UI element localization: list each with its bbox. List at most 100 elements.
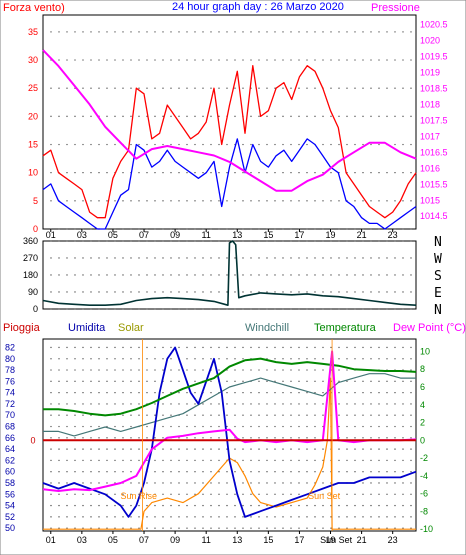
wind-panel-gridline [122,171,124,174]
wind-panel-gridline [130,115,132,118]
wind-panel-gridline [202,115,204,118]
temp-panel-gridline [402,516,404,518]
wind-panel-gridline [130,87,132,89]
wind-panel-gridline [378,87,380,89]
wind-panel-gridline [282,31,284,33]
direction-panel-gridline [66,308,68,310]
temp-panel-gridline [354,527,356,529]
wind-panel-gridline [394,200,396,202]
temp-panel-gridline [298,504,300,507]
temp-panel-gridline [106,380,108,383]
temp-panel-gridline [298,358,300,360]
temp-panel-gridline [202,425,204,428]
temp-panel-gridline [266,391,268,394]
temperature-y-tick-label: 6 [420,382,425,392]
direction-panel-gridline [162,274,164,276]
direction-panel-gridline [410,274,412,276]
temp-panel-gridline [186,358,188,360]
temp-panel-gridline [114,471,116,473]
temp-panel-gridline [370,380,372,383]
wind-panel-gridline [354,31,356,33]
wind-panel-gridline [306,87,308,89]
temp-panel-gridline [218,358,220,360]
direction-panel-gridline [194,257,196,259]
wind-panel-gridline [274,143,276,146]
wind-panel-gridline [130,143,132,146]
temp-panel-gridline [186,471,188,473]
wind-panel-gridline [242,59,244,61]
wind-panel-gridline [354,59,356,61]
wind-panel-gridline [146,171,148,174]
wind-panel-gridline [394,115,396,118]
wind-panel-gridline [354,171,356,174]
temp-panel-gridline [186,504,188,507]
direction-panel-gridline [122,240,124,242]
wind-y-tick-label: 5 [33,196,38,206]
temp-panel-gridline [226,471,228,473]
temp-panel-gridline [130,403,132,405]
temp-panel-gridline [98,493,100,495]
series-solar [43,377,416,530]
direction-panel-gridline [250,257,252,259]
temp-panel-gridline [362,448,364,450]
temp-panel-gridline [178,504,180,507]
temp-panel-gridline [146,493,148,495]
wind-panel-gridline [82,143,84,146]
temp-panel-gridline [210,380,212,383]
temp-panel-gridline [146,527,148,529]
direction-panel-gridline [282,308,284,310]
temp-panel-gridline [98,437,100,439]
wind-panel-gridline [162,31,164,33]
temp-panel-gridline [58,437,60,439]
direction-panel-gridline [322,308,324,310]
wind-panel-gridline [154,59,156,61]
temp-panel-x-tick-label: 07 [139,535,149,545]
temp-panel-gridline [210,482,212,484]
direction-panel-gridline [274,274,276,276]
temp-panel-gridline [290,437,292,439]
temp-panel-gridline [194,527,196,529]
temp-panel-gridline [186,482,188,484]
temp-panel-gridline [82,493,84,495]
temp-panel-gridline [394,358,396,360]
direction-panel-gridline [290,274,292,276]
wind-panel-gridline [50,171,52,174]
wind-panel-gridline [346,228,348,230]
temp-panel-gridline [50,391,52,394]
temp-panel-gridline [90,346,92,349]
series-windchill [43,373,416,437]
temp-panel-gridline [266,471,268,473]
wind-panel-gridline [178,31,180,33]
temp-panel-gridline [410,425,412,428]
temp-panel-gridline [370,493,372,495]
wind-panel-gridline [58,228,60,230]
temp-panel-gridline [410,471,412,473]
wind-panel-gridline [370,115,372,118]
direction-panel-gridline [378,274,380,276]
direction-panel-gridline [410,240,412,242]
wind-panel-gridline [138,115,140,118]
wind-panel-gridline [234,115,236,118]
temp-panel-gridline [330,527,332,529]
temp-panel-gridline [298,369,300,371]
temp-panel-gridline [210,391,212,394]
temp-panel-gridline [202,527,204,529]
wind-panel-gridline [122,87,124,89]
temp-panel-gridline [250,482,252,484]
wind-panel-gridline [66,31,68,33]
wind-panel-gridline [98,143,100,146]
temp-panel-gridline [122,437,124,439]
temp-panel-gridline [362,391,364,394]
temp-panel-gridline [194,471,196,473]
temp-panel-gridline [202,437,204,439]
temp-panel-gridline [394,437,396,439]
wind-panel-gridline [250,228,252,230]
wind-panel-gridline [306,31,308,33]
direction-panel-gridline [58,257,60,259]
direction-panel-gridline [50,274,52,276]
humidity-y-tick-label: 70 [5,410,15,420]
temp-panel-gridline [138,448,140,450]
temp-panel-gridline [122,459,124,462]
direction-panel-gridline [274,291,276,293]
wind-panel-gridline [362,171,364,174]
